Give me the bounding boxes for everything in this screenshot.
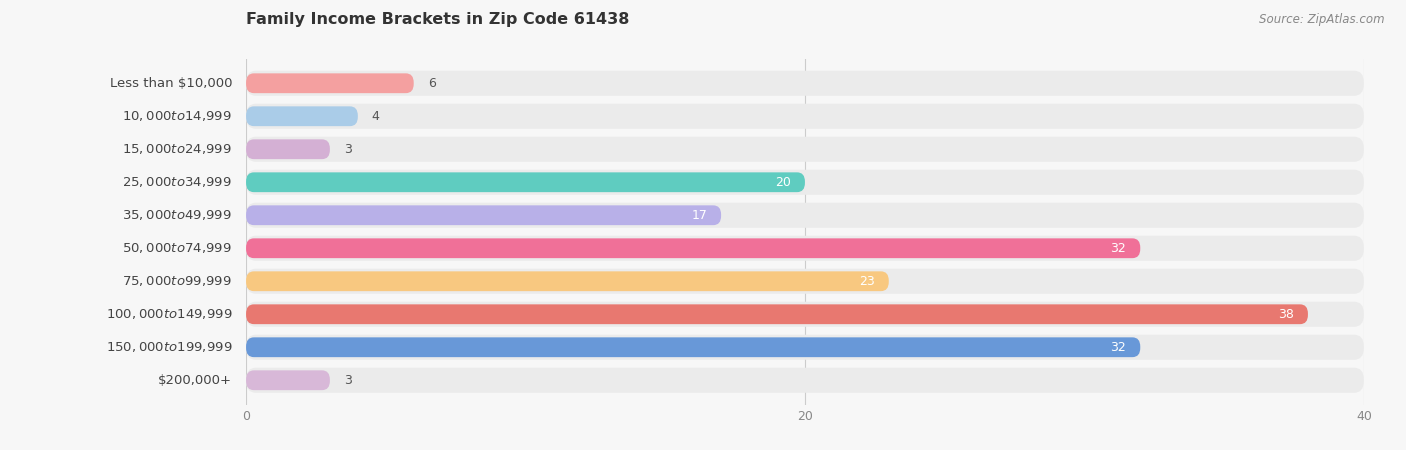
FancyBboxPatch shape: [246, 170, 1364, 195]
Text: $75,000 to $99,999: $75,000 to $99,999: [122, 274, 232, 288]
Text: Family Income Brackets in Zip Code 61438: Family Income Brackets in Zip Code 61438: [246, 12, 630, 27]
FancyBboxPatch shape: [246, 302, 1364, 327]
Text: 3: 3: [344, 143, 352, 156]
Text: $150,000 to $199,999: $150,000 to $199,999: [105, 340, 232, 354]
Text: 6: 6: [427, 77, 436, 90]
Text: 38: 38: [1278, 308, 1294, 321]
Text: $200,000+: $200,000+: [157, 374, 232, 387]
Text: $50,000 to $74,999: $50,000 to $74,999: [122, 241, 232, 255]
FancyBboxPatch shape: [246, 335, 1364, 360]
FancyBboxPatch shape: [246, 238, 1140, 258]
FancyBboxPatch shape: [246, 271, 889, 291]
FancyBboxPatch shape: [246, 172, 804, 192]
FancyBboxPatch shape: [246, 73, 413, 93]
Text: 17: 17: [692, 209, 707, 222]
Text: Source: ZipAtlas.com: Source: ZipAtlas.com: [1260, 14, 1385, 27]
Text: $10,000 to $14,999: $10,000 to $14,999: [122, 109, 232, 123]
FancyBboxPatch shape: [246, 368, 1364, 393]
FancyBboxPatch shape: [246, 71, 1364, 96]
Text: 23: 23: [859, 275, 875, 288]
Text: 3: 3: [344, 374, 352, 387]
Text: 32: 32: [1111, 242, 1126, 255]
FancyBboxPatch shape: [246, 205, 721, 225]
FancyBboxPatch shape: [246, 236, 1364, 261]
FancyBboxPatch shape: [246, 370, 330, 390]
FancyBboxPatch shape: [246, 104, 1364, 129]
FancyBboxPatch shape: [246, 106, 357, 126]
Text: 4: 4: [371, 110, 380, 123]
FancyBboxPatch shape: [246, 304, 1308, 324]
Text: $35,000 to $49,999: $35,000 to $49,999: [122, 208, 232, 222]
FancyBboxPatch shape: [246, 202, 1364, 228]
Text: $15,000 to $24,999: $15,000 to $24,999: [122, 142, 232, 156]
Text: 32: 32: [1111, 341, 1126, 354]
Text: Less than $10,000: Less than $10,000: [110, 77, 232, 90]
FancyBboxPatch shape: [246, 269, 1364, 294]
FancyBboxPatch shape: [246, 137, 1364, 162]
FancyBboxPatch shape: [246, 338, 1140, 357]
FancyBboxPatch shape: [246, 140, 330, 159]
Text: 20: 20: [775, 176, 792, 189]
Text: $25,000 to $34,999: $25,000 to $34,999: [122, 175, 232, 189]
Text: $100,000 to $149,999: $100,000 to $149,999: [105, 307, 232, 321]
